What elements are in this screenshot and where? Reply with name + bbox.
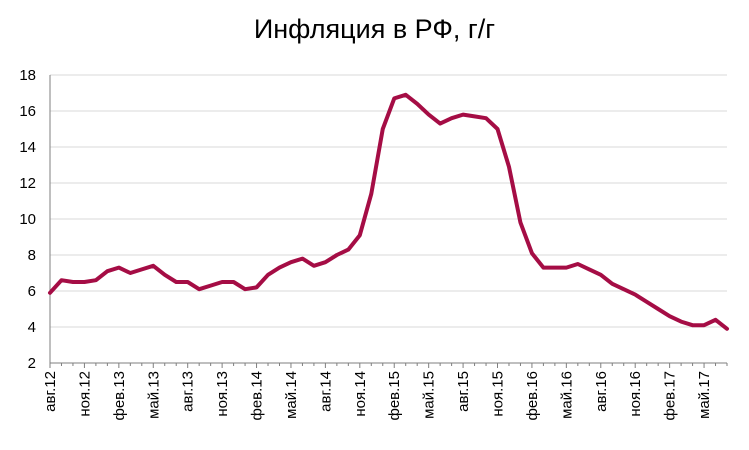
x-axis-ticks: авг.12 ноя.12 фев.13 май.13 авг.13 ноя.13 фев.… [42, 371, 713, 421]
x-tick-label: май.14 [283, 371, 300, 419]
x-tick-label: фев.17 [662, 371, 679, 421]
y-tick-label: 12 [19, 175, 36, 192]
x-tick-label: авг.16 [593, 371, 610, 412]
x-tick-label: фев.15 [386, 371, 403, 421]
x-tick-label: авг.13 [180, 371, 197, 412]
y-tick-label: 2 [28, 355, 36, 372]
y-axis-ticks: 2 4 6 8 10 12 14 16 18 [19, 67, 36, 372]
y-tick-label: 18 [19, 67, 36, 84]
axes [49, 75, 728, 368]
x-tick-label: авг.14 [317, 371, 334, 412]
x-tick-label: авг.12 [42, 371, 59, 412]
x-tick-label: ноя.12 [76, 371, 93, 417]
y-tick-label: 16 [19, 103, 36, 120]
series-layer [48, 92, 729, 331]
y-tick-label: 10 [19, 211, 36, 228]
x-tick-label: май.16 [558, 371, 575, 419]
x-tick-label: ноя.16 [627, 371, 644, 417]
grid-lines [50, 74, 727, 328]
y-tick-label: 4 [28, 319, 36, 336]
y-tick-label: 8 [28, 247, 36, 264]
x-tick-label: фев.16 [524, 371, 541, 421]
x-tick-label: фев.14 [249, 371, 266, 421]
x-tick-label: май.15 [421, 371, 438, 419]
x-tick-label: ноя.13 [214, 371, 231, 417]
chart-title: Инфляция в РФ, г/г [253, 14, 496, 44]
x-tick-label: май.13 [145, 371, 162, 419]
y-tick-label: 14 [19, 139, 36, 156]
y-tick-label: 6 [28, 283, 36, 300]
x-tick-label: авг.15 [455, 371, 472, 412]
x-tick-label: ноя.14 [352, 371, 369, 417]
x-tick-label: май.17 [696, 371, 713, 419]
x-tick-label: фев.13 [111, 371, 128, 421]
series-line [48, 92, 729, 331]
x-tick-label: ноя.15 [490, 371, 507, 417]
